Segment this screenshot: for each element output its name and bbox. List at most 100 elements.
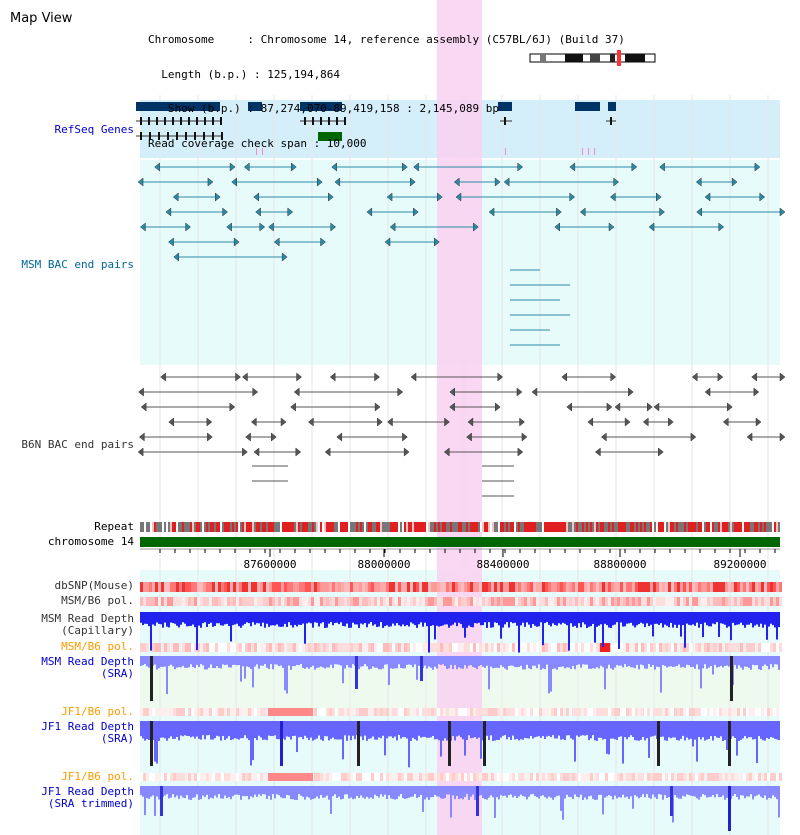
dbsnp-cell [578, 582, 581, 592]
msm-cap-depth [428, 612, 430, 653]
track-label-jf1-depth-trimmed[interactable]: JF1 Read Depth (SRA trimmed) [41, 785, 134, 810]
repeat-segment [584, 522, 586, 532]
msm-b6-pol-cell [173, 597, 176, 606]
track-label-repeat[interactable]: Repeat [94, 520, 134, 533]
refseq-exon [221, 132, 223, 140]
repeat-segment [280, 522, 282, 532]
jf1-trim-depth [208, 786, 210, 800]
track-label-jf1-b6-pol-2[interactable]: JF1/B6 pol. [61, 770, 134, 783]
msm-b6-pol2-cell [704, 643, 707, 652]
track-label-b6n-bac[interactable]: B6N BAC end pairs [21, 438, 134, 451]
repeat-segment [286, 522, 288, 532]
jf1-b6-pol2-cell [758, 773, 761, 781]
jf1-trim-depth [514, 786, 516, 796]
msm-b6-pol-cell [404, 597, 407, 606]
jf1-sra-depth [438, 721, 440, 741]
msm-sra-depth [520, 656, 522, 666]
msm-cap-depth [440, 612, 442, 627]
msm-b6-pol-cell [656, 597, 659, 606]
msm-b6-pol2-cell [347, 643, 350, 652]
msm-sra-depth [760, 656, 762, 670]
msm-sra-depth [712, 656, 714, 675]
jf1-trim-depth [356, 786, 358, 796]
msm-cap-depth [218, 612, 220, 624]
jf1-sra-depth [266, 721, 268, 741]
msm-bac-pair-end [488, 207, 495, 217]
jf1-b6-pol2-cell [353, 773, 356, 781]
msm-b6-pol2-cell [359, 643, 362, 652]
msm-bac-pair-end [695, 177, 702, 187]
refseq-exon [140, 117, 142, 125]
jf1-sra-depth [508, 721, 510, 738]
msm-cap-depth [364, 612, 366, 624]
msm-b6-pol-cell [611, 597, 614, 606]
jf1-trim-depth [500, 786, 502, 796]
msm-b6-pol2-cell [674, 643, 677, 652]
msm-b6-pol-cell [194, 597, 197, 606]
b6n-bac-pair-end [402, 432, 408, 442]
msm-cap-depth [276, 612, 278, 625]
msm-cap-depth [198, 612, 200, 626]
refseq-gene [248, 102, 262, 111]
msm-bac-pair-end [759, 192, 766, 202]
jf1-b6-pol2-cell [548, 773, 551, 781]
refseq-exon [312, 117, 314, 125]
dbsnp-cell [284, 582, 287, 592]
jf1-trim-depth [390, 786, 392, 799]
msm-sra-depth [680, 656, 682, 668]
track-label-msm-b6-pol[interactable]: MSM/B6 pol. [61, 594, 134, 607]
track-label-msm-bac[interactable]: MSM BAC end pairs [21, 258, 134, 271]
jf1-b6-pol-cell [695, 708, 698, 716]
msm-cap-depth [424, 612, 426, 623]
dbsnp-cell [689, 582, 692, 592]
msm-cap-depth [770, 612, 772, 624]
dbsnp-cell [350, 582, 353, 592]
msm-cap-depth [150, 612, 152, 651]
msm-b6-pol-cell [554, 597, 557, 606]
jf1-sra-depth [590, 721, 592, 739]
track-label-msm-depth-sra[interactable]: MSM Read Depth (SRA) [41, 655, 134, 680]
jf1-sra-depth [168, 721, 170, 739]
track-label-jf1-b6-pol[interactable]: JF1/B6 pol. [61, 705, 134, 718]
msm-cap-depth [234, 612, 236, 625]
msm-b6-pol-cell [743, 597, 746, 606]
track-label-msm-depth-capillary[interactable]: MSM Read Depth (Capillary) [41, 612, 134, 637]
dbsnp-cell [434, 582, 437, 592]
msm-cap-depth [236, 612, 238, 624]
jf1-trim-depth [438, 786, 440, 797]
jf1-b6-pol-cell [398, 708, 401, 716]
track-label-chromosome[interactable]: chromosome 14 [47, 535, 134, 548]
jf1-b6-pol-cell [383, 708, 386, 716]
msm-cap-depth [306, 612, 308, 624]
track-label-dbsnp[interactable]: dbSNP(Mouse) [54, 579, 134, 592]
jf1-trim-depth [740, 786, 742, 796]
jf1-trim-depth [676, 786, 678, 798]
track-label-jf1-depth-sra[interactable]: JF1 Read Depth (SRA) [41, 720, 134, 745]
repeat-segment [156, 522, 158, 532]
msm-b6-pol-cell [326, 597, 329, 606]
jf1-sra-depth [330, 721, 332, 739]
msm-sra-depth [546, 656, 548, 665]
track-label-refseq[interactable]: RefSeq Genes [54, 123, 134, 136]
jf1-sra-depth [618, 721, 620, 737]
jf1-b6-pol-cell [563, 708, 566, 716]
msm-sra-depth [294, 656, 296, 667]
jf1-b6-pol-cell [155, 708, 158, 716]
msm-sra-depth [180, 656, 182, 668]
msm-sra-depth [412, 656, 414, 668]
b6n-bac-pair-end [610, 372, 617, 382]
msm-b6-pol2-cell [701, 643, 704, 652]
jf1-trim-depth [486, 786, 488, 800]
msm-cap-depth [212, 612, 214, 627]
jf1-sra-depth [494, 721, 496, 741]
msm-b6-pol2-cell [197, 643, 200, 652]
track-label-msm-b6-pol-2[interactable]: MSM/B6 pol. [61, 640, 134, 653]
repeat-segment [550, 522, 552, 532]
msm-cap-depth [182, 612, 184, 623]
jf1-sra-depth [682, 721, 684, 736]
jf1-sra-depth [594, 721, 596, 741]
msm-sra-depth [326, 656, 328, 668]
info-chromosome: Chromosome : Chromosome 14, reference as… [148, 33, 625, 46]
msm-cap-depth [670, 612, 672, 623]
